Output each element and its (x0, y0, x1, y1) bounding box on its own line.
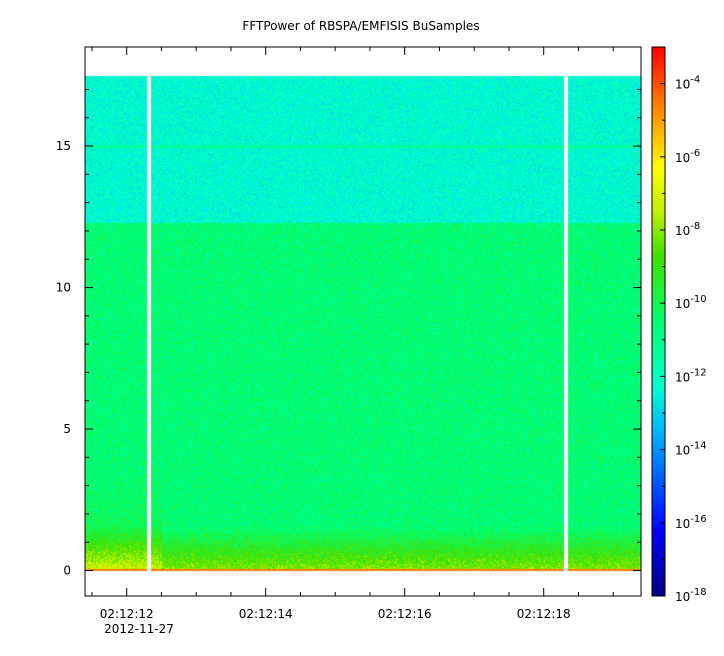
colorbar-tick-label: 10-12 (675, 367, 707, 384)
colorbar-tick-label: 10-8 (675, 221, 700, 238)
x-date-label: 2012-11-27 (104, 622, 174, 636)
colorbar-tick-label: 10-6 (675, 148, 700, 165)
x-tick-label: 02:12:16 (378, 607, 432, 621)
colorbar-tick-label: 10-10 (675, 294, 707, 311)
colorbar-tick-label: 10-18 (675, 587, 707, 604)
y-tick-label: 10 (56, 281, 71, 295)
colorbar-axis: 10-4 10-6 10-8 10-10 10-12 10-14 10-16 10-18 (660, 75, 707, 604)
x-tick-label: 02:12:18 (517, 607, 571, 621)
plot-area (85, 47, 641, 596)
colorbar-tick-label: 10-16 (675, 514, 707, 531)
chart-title: FFTPower of RBSPA/EMFISIS BuSamples (242, 19, 479, 33)
spectrogram-image (85, 47, 641, 596)
colorbar-tick-label: 10-4 (675, 75, 700, 92)
colorbar-gradient (652, 47, 665, 596)
x-tick-label: 02:12:14 (239, 607, 293, 621)
colorbar-tick-label: 10-14 (675, 441, 707, 458)
y-tick-label: 15 (56, 139, 71, 153)
y-tick-label: 5 (63, 422, 71, 436)
y-tick-label: 0 (63, 564, 71, 578)
x-tick-label: 02:12:12 (100, 607, 154, 621)
colorbar: 10-4 10-6 10-8 10-10 10-12 10-14 10-16 10-18 (652, 47, 707, 604)
